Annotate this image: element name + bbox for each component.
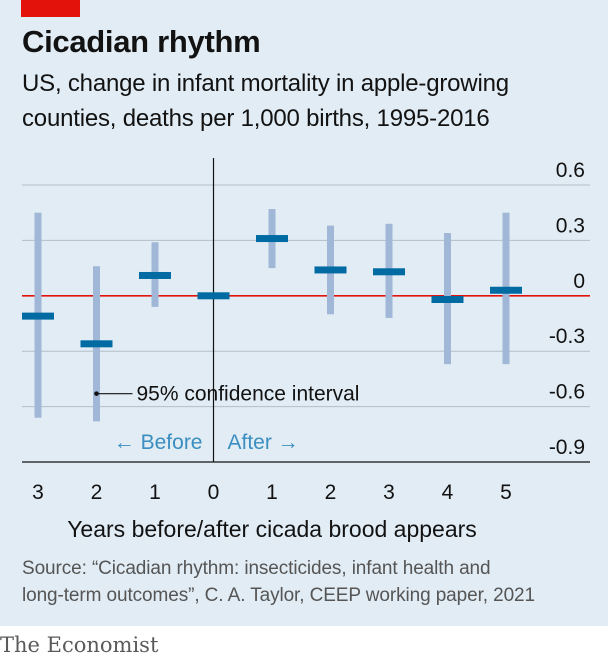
estimate-marker <box>256 235 288 243</box>
estimate-marker <box>373 268 405 276</box>
annotations: 95% confidence interval ← Before After → <box>94 383 359 454</box>
y-tick-label: 0.6 <box>556 159 585 182</box>
y-tick-label: -0.9 <box>549 436 585 459</box>
x-tick-label: 0 <box>208 481 220 504</box>
gridlines <box>22 184 590 408</box>
estimate-marker <box>139 271 171 279</box>
x-tick-label: 4 <box>442 481 454 504</box>
accent-tag <box>21 0 80 17</box>
chart-title: Cicadian rhythm <box>22 24 261 59</box>
publisher-brand: The Economist <box>0 633 159 657</box>
y-tick-label: 0.3 <box>556 214 585 237</box>
estimate-marker <box>314 266 347 274</box>
estimate-marker <box>80 340 113 348</box>
x-axis-title: Years before/after cicada brood appears <box>67 516 477 542</box>
x-tick-label: 5 <box>500 481 512 504</box>
ci-annotation-label: 95% confidence interval <box>137 383 360 406</box>
x-axis-tick-labels: 3 2 1 0 1 2 3 4 5 <box>32 481 512 504</box>
x-tick-label: 2 <box>325 481 337 504</box>
estimate-marker <box>431 295 464 303</box>
x-tick-label: 3 <box>383 481 395 504</box>
y-tick-label: -0.3 <box>549 325 585 348</box>
source-note-line-2: long-term outcomes”, C. A. Taylor, CEEP … <box>22 585 535 606</box>
x-tick-label: 1 <box>149 481 161 504</box>
source-note-line-1: Source: “Cicadian rhythm: insecticides, … <box>22 558 491 579</box>
estimate-marker <box>22 312 54 320</box>
before-label: ← Before <box>114 431 203 454</box>
y-tick-label: 0 <box>573 270 585 293</box>
estimate-marker <box>197 292 230 300</box>
y-tick-label: -0.6 <box>549 381 585 404</box>
chart-subtitle-line-2: counties, deaths per 1,000 births, 1995-… <box>22 105 490 132</box>
estimate-marker <box>490 286 522 294</box>
errorbar-chart: 0.6 0.3 0 -0.3 -0.6 -0.9 3 2 1 0 1 2 3 4 5 95% confid… <box>22 158 590 542</box>
y-axis-tick-labels: 0.6 0.3 0 -0.3 -0.6 -0.9 <box>549 159 585 459</box>
x-tick-label: 1 <box>266 481 278 504</box>
point-estimates <box>22 235 522 348</box>
chart-subtitle-line-1: US, change in infant mortality in apple-… <box>22 70 509 97</box>
x-tick-label: 2 <box>91 481 103 504</box>
after-label: After → <box>228 431 299 454</box>
x-tick-label: 3 <box>32 481 44 504</box>
